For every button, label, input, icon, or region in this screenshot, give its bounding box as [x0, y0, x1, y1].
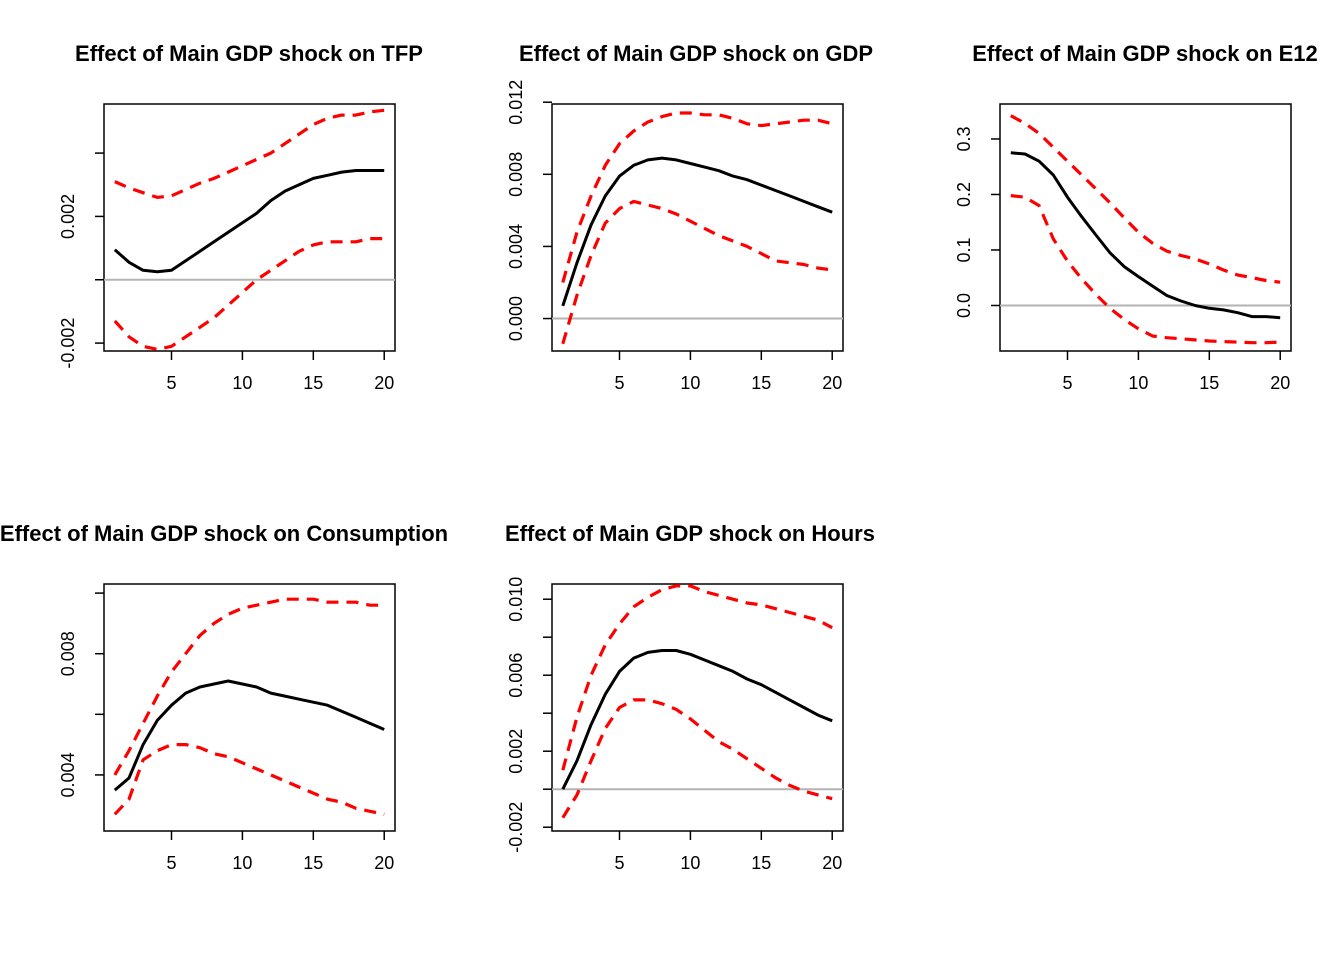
x-tick-label: 10	[1128, 373, 1148, 393]
y-tick-label: 0.3	[954, 126, 974, 151]
series-lower-line	[561, 698, 833, 819]
panel-e12: Effect of Main GDP shock on E12 5 10 15 20 0…	[954, 41, 1318, 393]
x-tick-label: 5	[166, 373, 176, 393]
x-tick-label: 5	[1062, 373, 1072, 393]
plot-frame	[551, 583, 844, 832]
series-lower-line	[113, 237, 385, 351]
chart-title: Effect of Main GDP shock on GDP	[519, 41, 873, 66]
y-tick-label: 0.1	[954, 237, 974, 262]
x-tick-label: 15	[303, 373, 323, 393]
x-tick-label: 15	[303, 853, 323, 873]
x-tick-label: 5	[614, 853, 624, 873]
y-tick-label: -0.002	[506, 802, 526, 853]
y-tick-label: 0.2	[954, 182, 974, 207]
y-tick-label: 0.000	[506, 296, 526, 341]
plot-frame	[103, 583, 396, 832]
y-tick-label: -0.002	[58, 318, 78, 369]
plot-frame	[103, 103, 396, 352]
x-tick-label: 5	[614, 373, 624, 393]
series-lower-line	[1010, 194, 1281, 345]
y-tick-label: 0.004	[58, 752, 78, 797]
y-tick-label: 0.010	[506, 577, 526, 622]
y-tick-label: 0.004	[506, 224, 526, 269]
series-estimate-line	[113, 169, 385, 274]
series-upper-line	[113, 597, 385, 776]
series-estimate-line	[561, 649, 833, 790]
series-lower-line	[113, 742, 385, 816]
series-estimate-line	[1010, 151, 1281, 320]
series-upper-line	[561, 111, 833, 283]
x-tick-label: 20	[374, 373, 394, 393]
panel-tfp: Effect of Main GDP shock on TFP 5 10 15 20 -…	[58, 41, 423, 393]
x-tick-label: 10	[232, 373, 252, 393]
y-tick-label: 0.002	[58, 194, 78, 239]
y-tick-label: 0.0	[954, 293, 974, 318]
series-lower-line	[561, 199, 833, 345]
x-tick-label: 5	[166, 853, 176, 873]
y-tick-label: 0.008	[506, 152, 526, 197]
chart-title: Effect of Main GDP shock on TFP	[75, 41, 423, 66]
x-tick-label: 15	[751, 853, 771, 873]
series-upper-line	[561, 584, 833, 771]
chart-title: Effect of Main GDP shock on E12	[972, 41, 1318, 66]
series-upper-line	[1010, 114, 1281, 284]
series-estimate-line	[561, 156, 833, 307]
x-tick-label: 10	[232, 853, 252, 873]
panel-gdp: Effect of Main GDP shock on GDP 5 10 15 20 0…	[506, 41, 873, 393]
y-tick-label: 0.002	[506, 729, 526, 774]
panel-hours: Effect of Main GDP shock on Hours 5 10 15 2…	[505, 521, 875, 873]
y-tick-label: 0.008	[58, 631, 78, 676]
series-estimate-line	[113, 679, 385, 792]
plot-frame	[999, 103, 1292, 352]
y-tick-label: 0.012	[506, 80, 526, 125]
x-tick-label: 15	[751, 373, 771, 393]
x-tick-label: 10	[680, 373, 700, 393]
x-tick-label: 15	[1199, 373, 1219, 393]
x-tick-label: 20	[822, 373, 842, 393]
chart-title: Effect of Main GDP shock on Hours	[505, 521, 875, 546]
x-tick-label: 10	[680, 853, 700, 873]
chart-title: Effect of Main GDP shock on Consumption	[0, 521, 448, 546]
x-tick-label: 20	[822, 853, 842, 873]
panel-consumption: Effect of Main GDP shock on Consumption …	[0, 521, 448, 873]
series-upper-line	[114, 108, 385, 199]
plot-frame	[551, 103, 844, 352]
x-tick-label: 20	[1270, 373, 1290, 393]
y-tick-label: 0.006	[506, 653, 526, 698]
x-tick-label: 20	[374, 853, 394, 873]
